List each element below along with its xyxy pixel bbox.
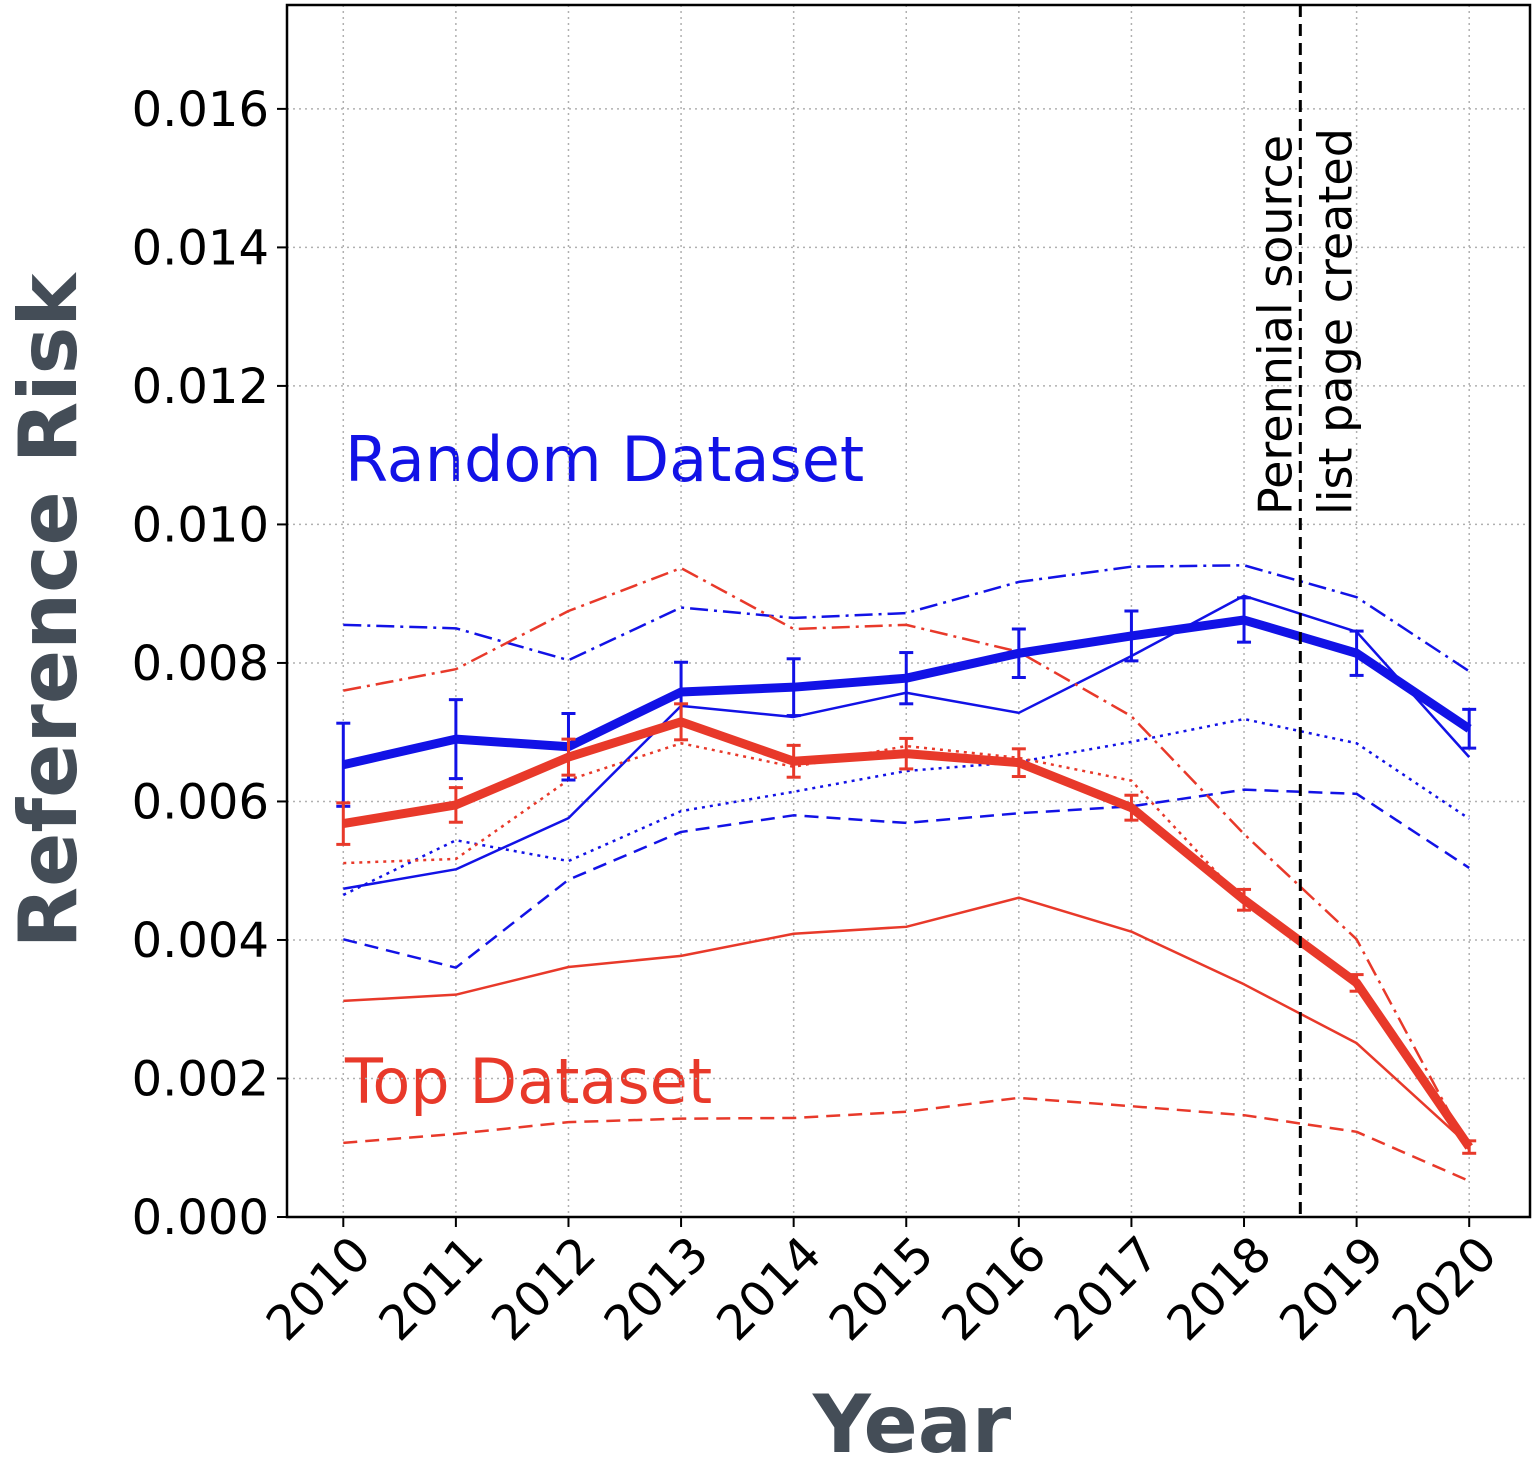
reference-label: list page created	[1308, 128, 1362, 515]
y-tick-label: 0.014	[132, 220, 269, 276]
annotation: Top Dataset	[344, 1045, 712, 1118]
y-tick-label: 0.012	[132, 359, 269, 415]
series-line	[343, 564, 1470, 673]
y-tick-label: 0.010	[132, 497, 269, 553]
y-tick-label: 0.004	[132, 913, 269, 969]
x-tick-label: 2017	[1044, 1226, 1170, 1352]
x-tick-label: 2013	[594, 1226, 720, 1352]
x-tick-label: 2012	[481, 1226, 607, 1352]
plot-frame	[285, 3, 1532, 1219]
series-line	[343, 896, 1471, 1147]
y-tick-label: 0.008	[132, 636, 269, 692]
x-tick-label: 2011	[368, 1226, 494, 1352]
x-tick-label: 2014	[706, 1226, 832, 1352]
x-tick-label: 2018	[1157, 1226, 1283, 1352]
x-tick-label: 2016	[931, 1226, 1057, 1352]
x-tick-label: 2020	[1382, 1226, 1508, 1352]
series-line	[343, 1096, 1470, 1183]
series-line	[342, 717, 1470, 897]
x-tick-label: 2015	[819, 1226, 945, 1352]
x-tick-label: 2019	[1269, 1226, 1395, 1352]
x-tick-label: 2010	[256, 1226, 382, 1352]
y-tick-label: 0.002	[132, 1051, 269, 1107]
annotation: Random Dataset	[345, 423, 864, 496]
reference-label: Perennial source	[1248, 135, 1302, 515]
y-tick-label: 0.000	[132, 1190, 269, 1246]
x-axis-label: Year	[812, 1378, 1012, 1469]
series-line	[342, 788, 1470, 969]
y-tick-label: 0.016	[132, 82, 269, 138]
series-line	[343, 566, 1471, 1151]
y-axis-label: Reference Risk	[2, 272, 95, 949]
y-tick-label: 0.006	[132, 774, 269, 830]
